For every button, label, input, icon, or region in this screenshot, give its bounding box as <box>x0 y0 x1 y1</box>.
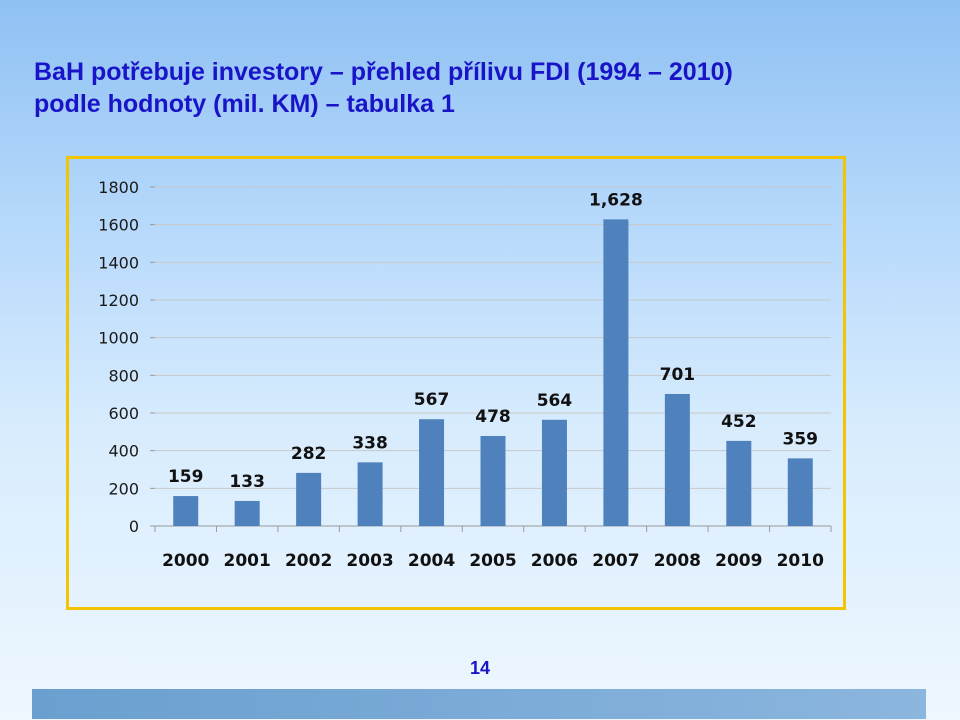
bar-2000 <box>173 496 199 526</box>
x-tick-label-2000: 2000 <box>162 551 209 571</box>
x-tick-label-2007: 2007 <box>592 551 639 571</box>
data-label-2008: 701 <box>660 365 696 385</box>
x-tick-label-2004: 2004 <box>408 551 455 571</box>
x-tick-label-2009: 2009 <box>715 551 762 571</box>
x-tick-label-2005: 2005 <box>469 551 516 571</box>
data-label-2003: 338 <box>352 433 388 453</box>
chart-frame: 0 200 400 600 800 1000 1200 1400 1600 1800 159 133… <box>66 156 846 610</box>
x-tick-label-2002: 2002 <box>285 551 332 571</box>
bar-2004 <box>419 419 445 526</box>
y-axis: 0 200 400 600 800 1000 1200 1400 1600 1800 <box>98 178 155 536</box>
x-axis: 2000 2001 2002 2003 2004 2005 2006 2007 2008 2009… <box>154 526 832 571</box>
data-label-2004: 567 <box>414 390 450 410</box>
bar-2002 <box>296 472 322 526</box>
data-label-2000: 159 <box>168 467 204 487</box>
y-tick-label: 1800 <box>98 178 139 197</box>
footer-bar <box>32 689 926 719</box>
bar-2001 <box>234 500 260 526</box>
grid-lines <box>155 186 831 527</box>
x-tick-label-2006: 2006 <box>531 551 578 571</box>
bar-2010 <box>787 458 813 526</box>
y-tick-label: 1400 <box>98 253 139 272</box>
slide-title: BaH potřebuje investory – přehled příliv… <box>34 58 733 118</box>
bar-2003 <box>357 462 383 526</box>
data-label-2001: 133 <box>229 472 265 492</box>
y-tick-label: 1200 <box>98 291 139 310</box>
data-label-2010: 359 <box>783 429 819 449</box>
y-tick-label: 1000 <box>98 329 139 348</box>
bars <box>173 219 813 526</box>
x-tick-label-2003: 2003 <box>346 551 393 571</box>
data-label-2005: 478 <box>475 407 511 427</box>
data-labels: 159 133 282 338 567 478 564 1,628 701 452 359 <box>168 190 818 492</box>
y-tick-label: 1600 <box>98 216 139 235</box>
bar-2007 <box>603 219 629 526</box>
x-tick-label-2001: 2001 <box>224 551 271 571</box>
bar-2009 <box>726 440 752 526</box>
bar-2006 <box>541 419 567 526</box>
y-tick-label: 0 <box>129 517 139 536</box>
y-tick-label: 600 <box>108 404 139 423</box>
x-tick-label-2010: 2010 <box>777 551 824 571</box>
fdi-bar-chart: 0 200 400 600 800 1000 1200 1400 1600 1800 159 133… <box>98 178 832 571</box>
data-label-2006: 564 <box>537 391 573 411</box>
bar-2005 <box>480 435 506 526</box>
data-label-2007: 1,628 <box>589 190 643 210</box>
y-tick-label: 200 <box>108 479 139 498</box>
page-number: 14 <box>469 658 491 678</box>
y-tick-label: 800 <box>108 366 139 385</box>
data-label-2002: 282 <box>291 444 327 464</box>
data-label-2009: 452 <box>721 412 757 432</box>
bar-2008 <box>664 393 690 526</box>
y-tick-label: 400 <box>108 442 139 461</box>
x-tick-label-2008: 2008 <box>654 551 701 571</box>
